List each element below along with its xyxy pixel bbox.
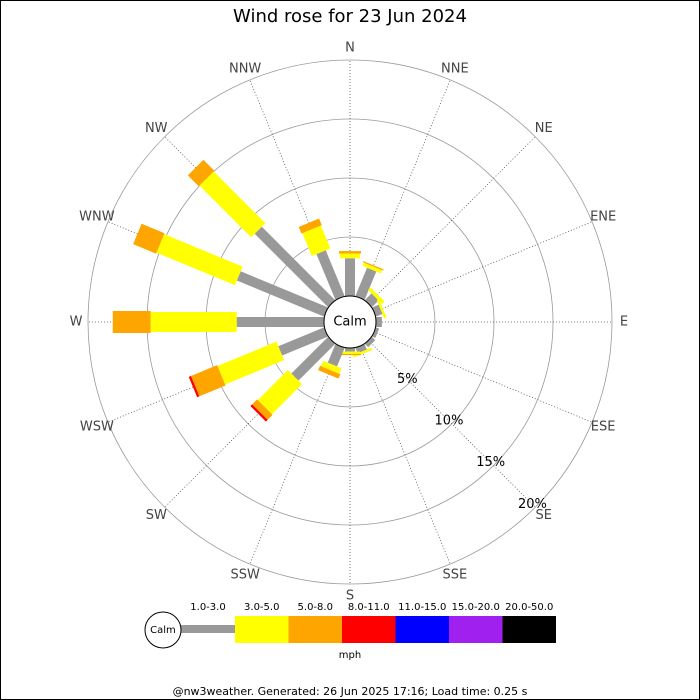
legend-swatch (181, 625, 235, 633)
wind-bar (355, 344, 367, 354)
spoke (249, 345, 341, 565)
calm-circle (323, 295, 377, 349)
wind-bar (278, 327, 328, 356)
wind-bar (302, 225, 331, 257)
direction-label: E (620, 315, 628, 330)
wind-bar (187, 159, 215, 187)
wind-bar (150, 312, 237, 332)
direction-label: SE (536, 508, 552, 523)
wind-bar (340, 351, 360, 354)
direction-label: SSW (230, 568, 260, 583)
direction-label: ESE (591, 419, 616, 434)
legend-label: 8.0-11.0 (348, 602, 390, 613)
wind-bar (236, 317, 324, 327)
wind-bar (112, 311, 151, 333)
legend-swatch (342, 616, 396, 643)
ring-label: 15% (476, 455, 505, 470)
legend-label: 5.0-8.0 (298, 602, 333, 613)
legend-calm (144, 611, 182, 649)
chart-title: Wind rose for 23 Jun 2024 (233, 6, 467, 27)
legend-label: 15.0-20.0 (452, 602, 500, 613)
wind-bar (339, 353, 361, 356)
wind-bar (372, 327, 380, 338)
wind-bar (316, 250, 345, 300)
legend-label: 1.0-3.0 (190, 602, 225, 613)
wind-bar (364, 336, 376, 348)
direction-label: NNW (229, 61, 261, 76)
spoke (359, 79, 451, 299)
direction-label: NE (535, 121, 553, 136)
wind-bar (362, 262, 383, 274)
legend-swatch (449, 616, 503, 643)
wind-bar (250, 404, 268, 422)
wind-bar (298, 218, 322, 234)
wind-bar (376, 299, 387, 319)
wind-bar (340, 253, 360, 259)
legend-calm-label: Calm (150, 625, 176, 636)
calm-label: Calm (333, 315, 366, 330)
ring-label: 20% (518, 497, 547, 512)
wind-bar (355, 267, 377, 300)
direction-label: WNW (79, 210, 115, 225)
direction-label: N (345, 41, 355, 56)
direction-label: SSE (442, 568, 467, 583)
wind-bar (320, 360, 342, 374)
direction-label: NW (145, 121, 168, 136)
legend-label: 3.0-5.0 (244, 602, 279, 613)
legend-label: 11.0-15.0 (398, 602, 446, 613)
wind-bar (188, 375, 200, 398)
direction-label: S (346, 589, 354, 604)
direction-label: WSW (80, 419, 114, 434)
wind-bar (199, 171, 266, 238)
wind-bar (254, 226, 336, 308)
wind-bar (362, 261, 384, 271)
ring (87, 59, 613, 585)
footer: @nw3weather. Generated: 26 Jun 2025 17:1… (173, 685, 528, 698)
wind-bar (345, 258, 355, 296)
spoke (373, 331, 593, 423)
wind-bar (364, 293, 379, 308)
unit-label: mph (339, 650, 361, 661)
wind-bar (133, 223, 165, 254)
wind-bar (236, 271, 328, 317)
wind-bar (190, 365, 226, 397)
wind-bar (327, 344, 345, 367)
legend-swatch (395, 616, 449, 643)
direction-label: W (70, 315, 83, 330)
wind-bar (339, 251, 361, 254)
legend-swatch (502, 616, 556, 643)
wind-bar (252, 399, 273, 420)
wind-bar (291, 336, 336, 381)
wind-bar (156, 234, 243, 286)
wind-bar (376, 317, 382, 327)
spoke (373, 221, 593, 313)
wind-bar (257, 370, 302, 415)
spoke (359, 345, 451, 565)
wind-bar (318, 365, 341, 379)
direction-label: ENE (590, 210, 616, 225)
legend-swatch (235, 616, 289, 643)
spoke (368, 340, 536, 508)
wind-bar (367, 287, 385, 305)
direction-label: SW (146, 508, 167, 523)
wind-bar (217, 341, 285, 385)
spoke (368, 136, 536, 304)
legend-swatch (288, 616, 342, 643)
wind-bar (345, 348, 355, 352)
direction-label: NNE (441, 61, 469, 76)
legend-label: 20.0-50.0 (505, 602, 553, 613)
